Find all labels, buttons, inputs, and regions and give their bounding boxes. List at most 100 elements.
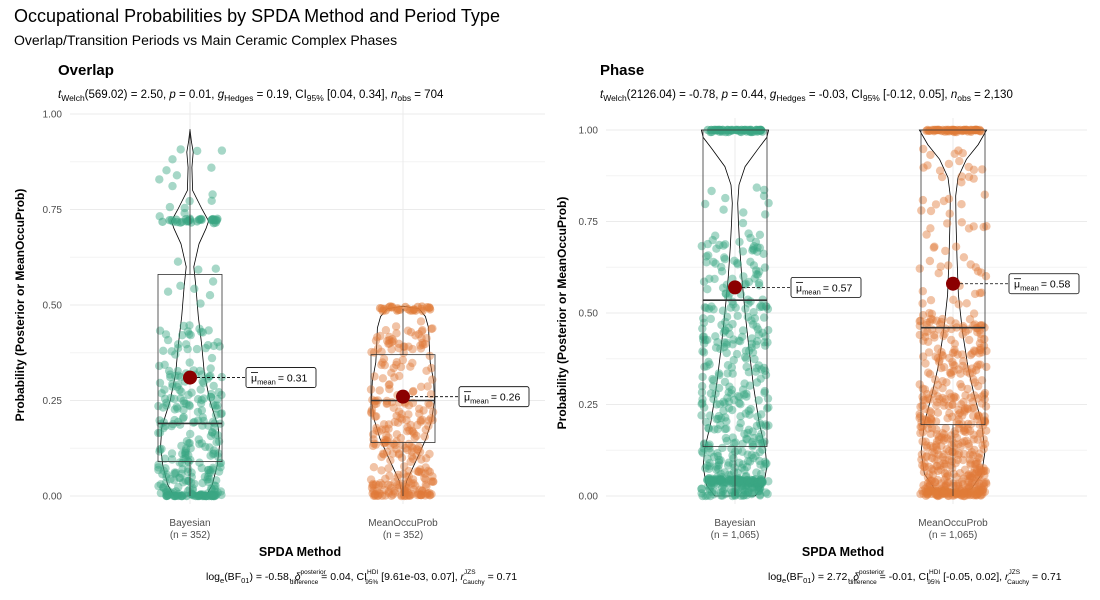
- data-point: [970, 320, 980, 329]
- data-point: [408, 475, 418, 484]
- data-point: [714, 412, 724, 421]
- data-point: [372, 399, 381, 408]
- data-point: [964, 477, 973, 486]
- data-point: [699, 332, 708, 341]
- data-point: [760, 388, 769, 397]
- data-point: [966, 472, 975, 481]
- data-point: [395, 371, 404, 381]
- data-point: [403, 423, 412, 432]
- data-point: [721, 433, 731, 443]
- data-point: [929, 443, 938, 452]
- data-point: [928, 470, 938, 479]
- data-point: [182, 399, 191, 409]
- data-point: [415, 404, 424, 413]
- data-point: [214, 388, 224, 397]
- data-point: [730, 395, 739, 405]
- data-point: [924, 337, 933, 346]
- data-point: [976, 343, 985, 353]
- data-point: [923, 473, 933, 482]
- data-point: [394, 470, 403, 480]
- data-point: [167, 455, 177, 464]
- data-point: [207, 163, 216, 172]
- data-point: [175, 473, 185, 483]
- data-point: [982, 222, 991, 231]
- data-point: [973, 267, 983, 276]
- data-point: [183, 216, 193, 226]
- x-tick-count: (n = 352): [383, 530, 423, 541]
- data-point: [384, 488, 393, 498]
- data-point: [731, 486, 741, 496]
- data-point: [211, 264, 220, 273]
- data-point: [730, 256, 739, 265]
- data-point: [171, 350, 180, 359]
- data-point: [743, 428, 752, 438]
- data-point: [747, 334, 757, 343]
- data-point: [724, 458, 733, 467]
- data-point: [185, 330, 194, 339]
- data-point: [712, 415, 721, 424]
- data-point: [181, 476, 190, 485]
- data-point: [380, 436, 389, 445]
- data-point: [400, 462, 409, 471]
- data-point: [378, 491, 387, 500]
- data-point: [707, 487, 717, 497]
- data-point: [918, 392, 927, 401]
- data-point: [179, 454, 188, 464]
- data-point: [975, 288, 985, 298]
- data-point: [736, 491, 746, 500]
- data-point: [721, 413, 730, 422]
- data-point: [391, 322, 401, 331]
- data-point: [936, 465, 945, 475]
- data-point: [948, 400, 957, 409]
- data-point: [167, 347, 176, 356]
- stats-subtitle: tWelch(2126.04) = -0.78, p = 0.44, gHedg…: [600, 89, 1013, 103]
- data-point: [960, 465, 970, 474]
- data-point: [742, 362, 751, 372]
- data-point: [749, 261, 759, 270]
- data-point: [424, 416, 434, 425]
- data-point: [755, 439, 764, 449]
- data-point: [702, 258, 711, 267]
- data-point: [922, 318, 931, 328]
- y-tick-label: 0.00: [579, 492, 599, 503]
- data-point: [939, 196, 949, 206]
- data-point: [173, 366, 182, 376]
- data-point: [215, 342, 224, 351]
- data-point: [940, 430, 949, 439]
- data-point: [927, 464, 936, 474]
- data-point: [937, 433, 946, 442]
- data-point: [376, 331, 385, 341]
- data-point: [423, 489, 432, 499]
- data-point: [383, 480, 393, 489]
- data-point: [918, 287, 927, 296]
- data-point: [714, 461, 723, 470]
- data-point: [158, 470, 167, 479]
- data-point: [744, 487, 753, 496]
- data-point: [413, 489, 423, 498]
- data-point: [705, 462, 714, 471]
- data-point: [976, 360, 985, 369]
- x-tick-label: MeanOccuProb: [918, 518, 988, 529]
- data-point: [961, 327, 970, 336]
- data-point: [409, 485, 419, 494]
- data-point: [198, 478, 207, 488]
- data-point: [964, 172, 974, 182]
- data-point: [160, 385, 169, 394]
- data-point: [959, 449, 969, 459]
- data-point: [970, 479, 979, 488]
- data-point: [738, 326, 748, 335]
- data-point: [400, 486, 409, 496]
- data-point: [742, 462, 752, 472]
- data-point: [760, 185, 769, 195]
- data-point: [203, 475, 212, 484]
- data-point: [422, 454, 431, 463]
- data-point: [395, 481, 404, 490]
- data-point: [958, 480, 968, 489]
- data-point: [417, 327, 426, 336]
- data-point: [977, 268, 986, 277]
- data-point: [973, 415, 982, 424]
- data-point: [205, 443, 214, 452]
- data-point: [755, 230, 765, 239]
- data-point: [749, 242, 759, 251]
- data-point: [382, 399, 391, 409]
